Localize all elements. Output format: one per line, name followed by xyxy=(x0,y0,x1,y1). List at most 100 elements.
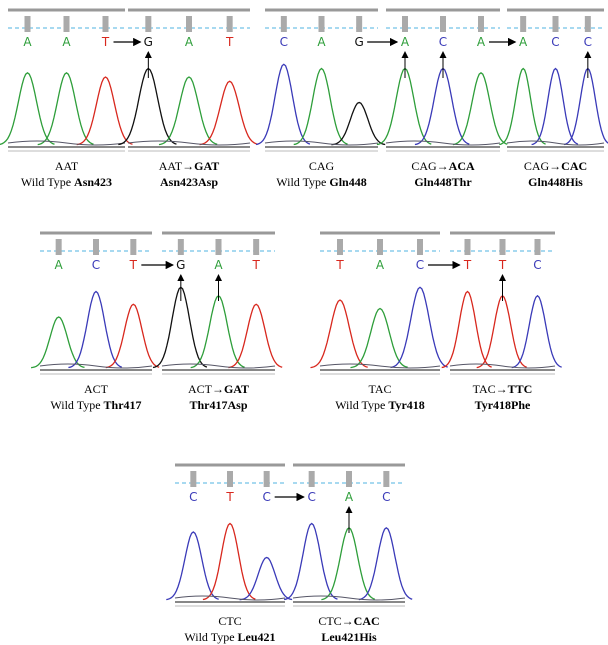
base-letter: T xyxy=(101,35,110,49)
base-letter: T xyxy=(335,258,344,272)
trace-peak xyxy=(294,69,348,145)
base-letter: A xyxy=(214,258,223,272)
caption-text: ACT xyxy=(84,382,109,396)
caption-text: Leu421His xyxy=(321,630,377,644)
trace-peak xyxy=(240,558,293,600)
base-marker xyxy=(178,239,184,255)
caption-line: AAT→GAT xyxy=(159,159,219,173)
trace-peak xyxy=(31,317,84,368)
base-marker xyxy=(186,16,192,32)
baseline-noise xyxy=(265,141,378,145)
trace-peak xyxy=(153,287,207,367)
trace-peak xyxy=(512,296,562,368)
base-letter: T xyxy=(225,35,234,49)
base-letter: C xyxy=(533,258,541,272)
caption-text: Thr417Asp xyxy=(189,398,247,412)
trace-peak xyxy=(0,73,54,145)
caption-text: AAT→ xyxy=(159,159,194,173)
base-marker xyxy=(377,239,383,255)
baseline-noise xyxy=(386,141,500,145)
base-marker xyxy=(281,16,287,32)
trace-peak xyxy=(331,103,385,145)
trace-peak xyxy=(166,532,218,600)
base-letter: C xyxy=(584,35,592,49)
trace-peak xyxy=(532,69,578,145)
caption-text: Asn423Asp xyxy=(160,175,218,189)
trace-peak xyxy=(391,287,448,367)
base-marker xyxy=(478,16,484,32)
base-marker xyxy=(553,16,559,32)
base-letter: T xyxy=(129,258,138,272)
base-letter: T xyxy=(463,258,472,272)
caption-text: CAG→ xyxy=(524,159,561,173)
caption-line: Thr417Asp xyxy=(189,398,247,412)
base-letter: T xyxy=(498,258,507,272)
base-marker xyxy=(309,471,315,487)
base-letter: C xyxy=(280,35,288,49)
caption-text: Gln448 xyxy=(329,175,366,189)
trace-peak xyxy=(77,77,133,145)
caption-text: Gln448Thr xyxy=(414,175,472,189)
baseline-noise xyxy=(40,364,152,368)
caption-line: Leu421His xyxy=(321,630,377,644)
base-marker xyxy=(535,239,541,255)
base-letter: A xyxy=(185,35,194,49)
caption-text: Wild Type xyxy=(276,175,329,189)
base-letter: G xyxy=(176,258,185,272)
trace-peak xyxy=(118,69,176,145)
base-marker xyxy=(500,239,506,255)
base-marker xyxy=(130,239,136,255)
base-marker xyxy=(402,16,408,32)
base-marker xyxy=(25,16,31,32)
base-marker xyxy=(103,16,109,32)
baseline-noise xyxy=(175,596,285,600)
caption-line: Wild Type Leu421 xyxy=(184,630,275,644)
base-marker xyxy=(93,239,99,255)
caption-text: CAC xyxy=(561,159,587,173)
caption-line: Tyr418Phe xyxy=(475,398,531,412)
caption-line: CAG xyxy=(309,159,335,173)
base-letter: C xyxy=(382,490,390,504)
base-marker xyxy=(337,239,343,255)
trace-peak xyxy=(377,69,431,145)
base-marker xyxy=(417,239,423,255)
trace-peak xyxy=(453,73,507,145)
base-letter: A xyxy=(62,35,71,49)
base-letter: C xyxy=(551,35,559,49)
base-letter: C xyxy=(92,258,100,272)
base-marker xyxy=(190,471,196,487)
base-marker xyxy=(319,16,325,32)
base-marker xyxy=(356,16,362,32)
base-letter: C xyxy=(416,258,424,272)
caption-text: CAG→ xyxy=(411,159,448,173)
caption-line: Gln448His xyxy=(528,175,583,189)
chromatogram-panel: ACTACTWild Type Thr417 xyxy=(31,233,159,412)
base-marker xyxy=(145,16,151,32)
base-letter: C xyxy=(307,490,315,504)
trace-peak xyxy=(415,69,469,145)
caption-line: ACT xyxy=(84,382,109,396)
baseline-noise xyxy=(320,364,440,368)
chromatogram-panel: CACCTC→CACLeu421His xyxy=(284,465,412,644)
baseline-noise xyxy=(507,141,604,145)
base-marker xyxy=(264,471,270,487)
base-letter: C xyxy=(262,490,270,504)
base-letter: A xyxy=(401,35,410,49)
caption-text: Gln448His xyxy=(528,175,583,189)
base-letter: A xyxy=(317,35,326,49)
base-letter: A xyxy=(519,35,528,49)
base-marker xyxy=(440,16,446,32)
trace-peak xyxy=(477,296,527,368)
baseline-noise xyxy=(128,141,250,145)
base-marker xyxy=(585,16,591,32)
base-marker xyxy=(465,239,471,255)
trace-peak xyxy=(203,524,256,600)
caption-line: Asn423Asp xyxy=(160,175,218,189)
caption-line: AAT xyxy=(55,159,79,173)
caption-line: Wild Type Tyr418 xyxy=(335,398,425,412)
baseline-noise xyxy=(162,364,275,368)
